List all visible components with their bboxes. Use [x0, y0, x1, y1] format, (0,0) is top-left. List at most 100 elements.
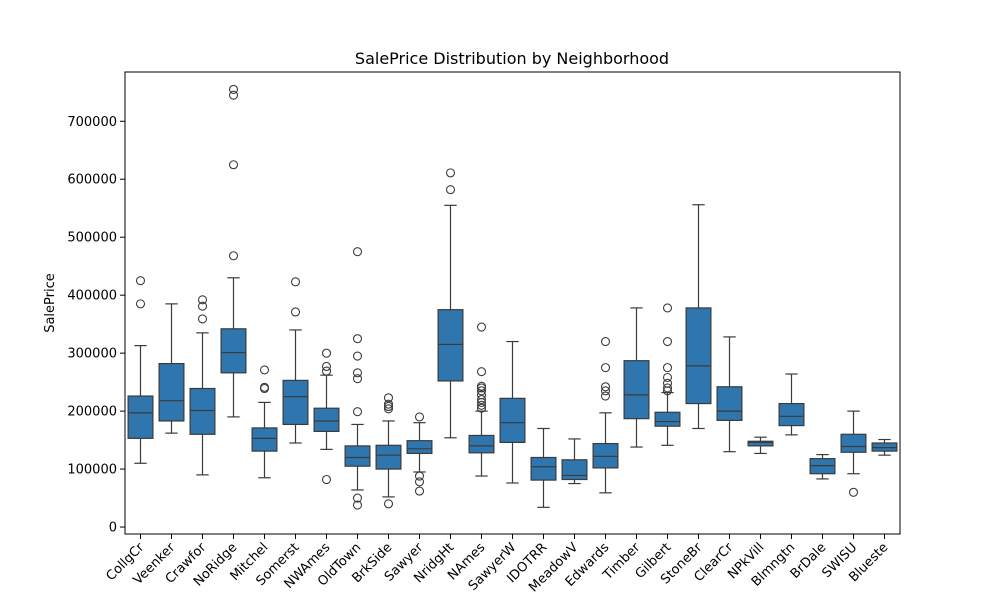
- outlier-point: [662, 378, 673, 388]
- outlier-point: [600, 363, 611, 373]
- box-iqr: [468, 434, 495, 454]
- box-IDOTRR: [530, 427, 557, 508]
- box-iqr: [282, 379, 309, 426]
- outlier-point: [321, 366, 332, 376]
- box-MeadowV: [561, 438, 588, 485]
- box-iqr: [189, 387, 216, 435]
- outlier-point: [662, 303, 673, 313]
- outlier-point: [352, 407, 363, 417]
- box-Sawyer: [406, 412, 433, 496]
- y-tick-label: 100000: [67, 463, 117, 478]
- outlier-point: [383, 393, 394, 403]
- box-iqr: [127, 395, 154, 439]
- box-iqr: [778, 402, 805, 427]
- box-iqr: [747, 440, 774, 447]
- outlier-point: [259, 365, 270, 375]
- outlier-point: [662, 336, 673, 347]
- box-Blmngtn: [778, 373, 805, 436]
- box-StoneBr: [685, 204, 712, 430]
- box-iqr: [251, 427, 278, 452]
- outlier-point: [352, 247, 363, 257]
- outlier-point: [383, 399, 394, 409]
- outlier-point: [414, 486, 425, 496]
- outlier-point: [228, 90, 239, 100]
- outlier-point: [383, 499, 394, 509]
- outlier-point: [321, 474, 332, 485]
- outlier-point: [476, 381, 487, 391]
- outlier-point: [352, 351, 363, 361]
- box-iqr: [561, 459, 588, 481]
- outlier-point: [321, 348, 332, 358]
- outlier-point: [445, 168, 456, 178]
- outlier-point: [290, 307, 301, 317]
- box-Edwards: [592, 336, 619, 494]
- box-Veenker: [158, 303, 185, 434]
- box-OldTown: [344, 247, 371, 510]
- x-axis: CollgCrVeenkerCrawforNoRidgeMitchelSomer…: [104, 534, 891, 595]
- box-NridgHt: [437, 168, 464, 439]
- y-tick-label: 0: [109, 521, 117, 536]
- y-tick-label: 300000: [67, 347, 117, 362]
- outlier-point: [290, 277, 301, 287]
- outlier-point: [600, 382, 611, 392]
- y-tick-label: 200000: [67, 405, 117, 420]
- box-ClearCr: [716, 336, 743, 453]
- outlier-point: [352, 374, 363, 384]
- box-iqr: [220, 328, 247, 374]
- outlier-point: [476, 322, 487, 332]
- y-tick-label: 700000: [67, 115, 117, 130]
- box-iqr: [654, 411, 681, 427]
- outlier-point: [476, 390, 487, 400]
- outlier-point: [476, 367, 487, 377]
- outlier-point: [662, 383, 673, 393]
- outlier-point: [414, 471, 425, 481]
- outlier-point: [352, 368, 363, 378]
- outlier-point: [662, 363, 673, 373]
- outlier-point: [600, 386, 611, 396]
- y-tick-label: 600000: [67, 173, 117, 188]
- box-Blueste: [871, 438, 898, 456]
- box-Timber: [623, 307, 650, 448]
- y-axis: 0 100000 200000 300000 400000 500000 600000 700…: [67, 115, 125, 536]
- outlier-point: [600, 391, 611, 401]
- y-tick-label: 500000: [67, 231, 117, 246]
- outlier-point: [476, 394, 487, 405]
- outlier-point: [135, 276, 146, 286]
- box-iqr: [406, 440, 433, 455]
- outlier-point: [228, 251, 239, 261]
- box-NWAmes: [313, 348, 340, 485]
- outlier-point: [352, 500, 363, 510]
- outlier-point: [414, 412, 425, 422]
- box-Somerst: [282, 277, 309, 444]
- outlier-point: [197, 295, 208, 305]
- outlier-point: [383, 404, 394, 414]
- box-Mitchel: [251, 365, 278, 479]
- outlier-point: [848, 487, 859, 497]
- box-iqr: [344, 445, 371, 467]
- outlier-point: [476, 403, 487, 413]
- box-NAmes: [468, 322, 495, 477]
- outlier-point: [414, 477, 425, 487]
- box-iqr: [716, 386, 743, 421]
- box-Gilbert: [654, 303, 681, 446]
- outlier-point: [135, 299, 146, 309]
- box-CollgCr: [127, 276, 154, 464]
- box-NoRidge: [220, 84, 247, 418]
- outlier-point: [383, 401, 394, 412]
- box-BrDale: [809, 453, 836, 480]
- chart-title: SalePrice Distribution by Neighborhood: [355, 49, 669, 68]
- box-BrkSide: [375, 393, 402, 509]
- outlier-point: [321, 361, 332, 372]
- box-iqr: [437, 309, 464, 382]
- box-SWISU: [840, 410, 867, 497]
- y-tick-label: 400000: [67, 289, 117, 304]
- box-iqr: [158, 362, 185, 422]
- outlier-point: [476, 386, 487, 396]
- outlier-point: [228, 160, 239, 170]
- outlier-point: [197, 314, 208, 324]
- outlier-point: [197, 301, 208, 311]
- box-iqr: [840, 433, 867, 453]
- box-SawyerW: [499, 340, 526, 484]
- outlier-point: [259, 382, 270, 392]
